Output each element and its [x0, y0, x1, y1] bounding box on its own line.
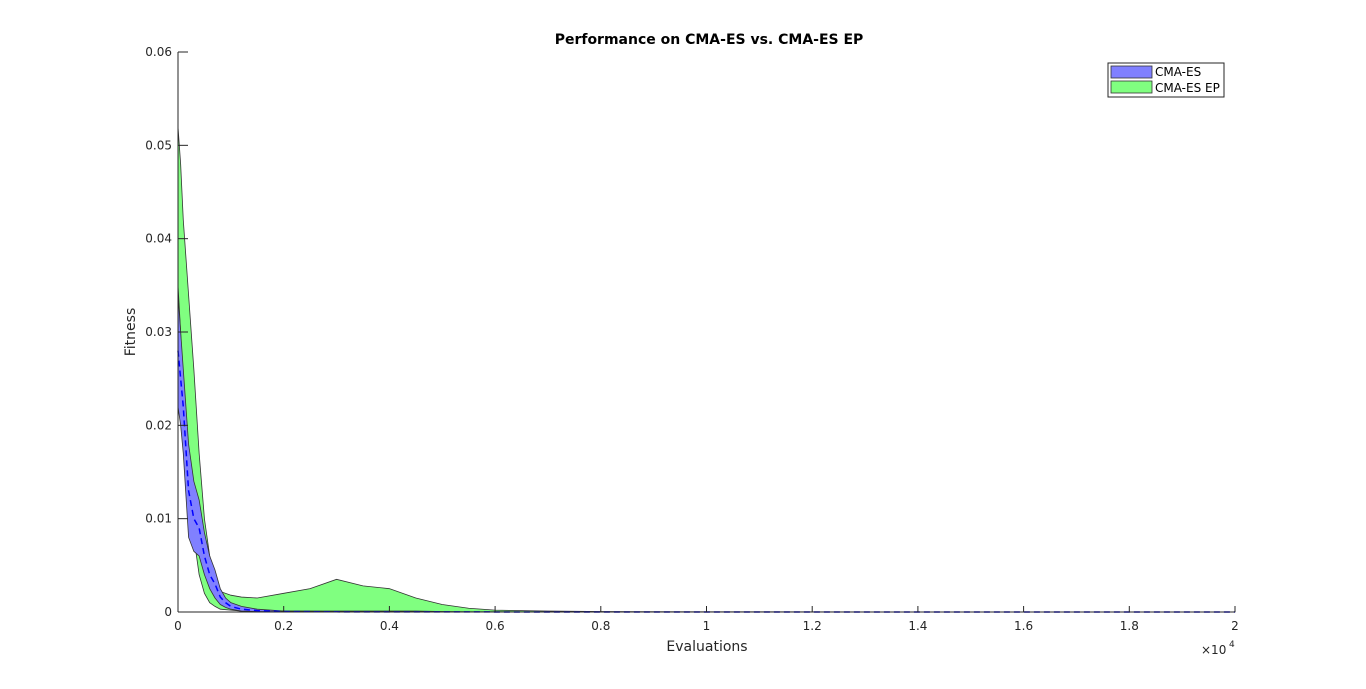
- plot-area: 0 0.2 0.4 0.6 0.8 1 1.2 1.4 1.6 1.8 2 0 0.01 0.02 0.0…: [145, 45, 1239, 633]
- x-tick-label: 1.8: [1120, 619, 1139, 633]
- x-tick-label: 0.8: [591, 619, 610, 633]
- x-axis-label: Evaluations: [666, 639, 747, 655]
- legend-label-cma-es: CMA-ES: [1155, 65, 1201, 79]
- y-tick-label: 0.05: [145, 138, 172, 152]
- x-tick-label: 1: [703, 619, 711, 633]
- x-axis-exponent: ×10 4: [1201, 640, 1235, 657]
- x-axis-exponent-power: 4: [1229, 640, 1235, 650]
- y-tick-label: 0.01: [145, 512, 172, 526]
- x-tick-label: 1.6: [1014, 619, 1033, 633]
- y-axis-label: Fitness: [123, 308, 139, 357]
- legend-swatch-cma-es: [1110, 65, 1153, 79]
- y-ticks: 0 0.01 0.02 0.03 0.04 0.05 0.06: [145, 45, 188, 619]
- x-tick-label: 1.4: [908, 619, 927, 633]
- chart-title: Performance on CMA-ES vs. CMA-ES EP: [555, 32, 864, 48]
- y-tick-label: 0: [164, 605, 172, 619]
- legend-swatch-cma-es-ep: [1110, 80, 1153, 94]
- y-tick-label: 0.02: [145, 418, 172, 432]
- x-tick-label: 1.2: [803, 619, 822, 633]
- legend-label-cma-es-ep: CMA-ES EP: [1155, 81, 1220, 95]
- y-tick-label: 0.03: [145, 325, 172, 339]
- x-axis-exponent-base: ×10: [1201, 643, 1226, 657]
- x-tick-label: 2: [1231, 619, 1239, 633]
- x-tick-label: 0.2: [274, 619, 293, 633]
- x-tick-label: 0: [174, 619, 182, 633]
- x-tick-label: 0.4: [380, 619, 399, 633]
- legend: CMA-ES CMA-ES EP: [1107, 62, 1225, 98]
- y-tick-label: 0.04: [145, 232, 172, 246]
- x-tick-label: 0.6: [486, 619, 505, 633]
- x-ticks: 0 0.2 0.4 0.6 0.8 1 1.2 1.4 1.6 1.8 2: [174, 606, 1239, 633]
- y-tick-label: 0.06: [145, 45, 172, 59]
